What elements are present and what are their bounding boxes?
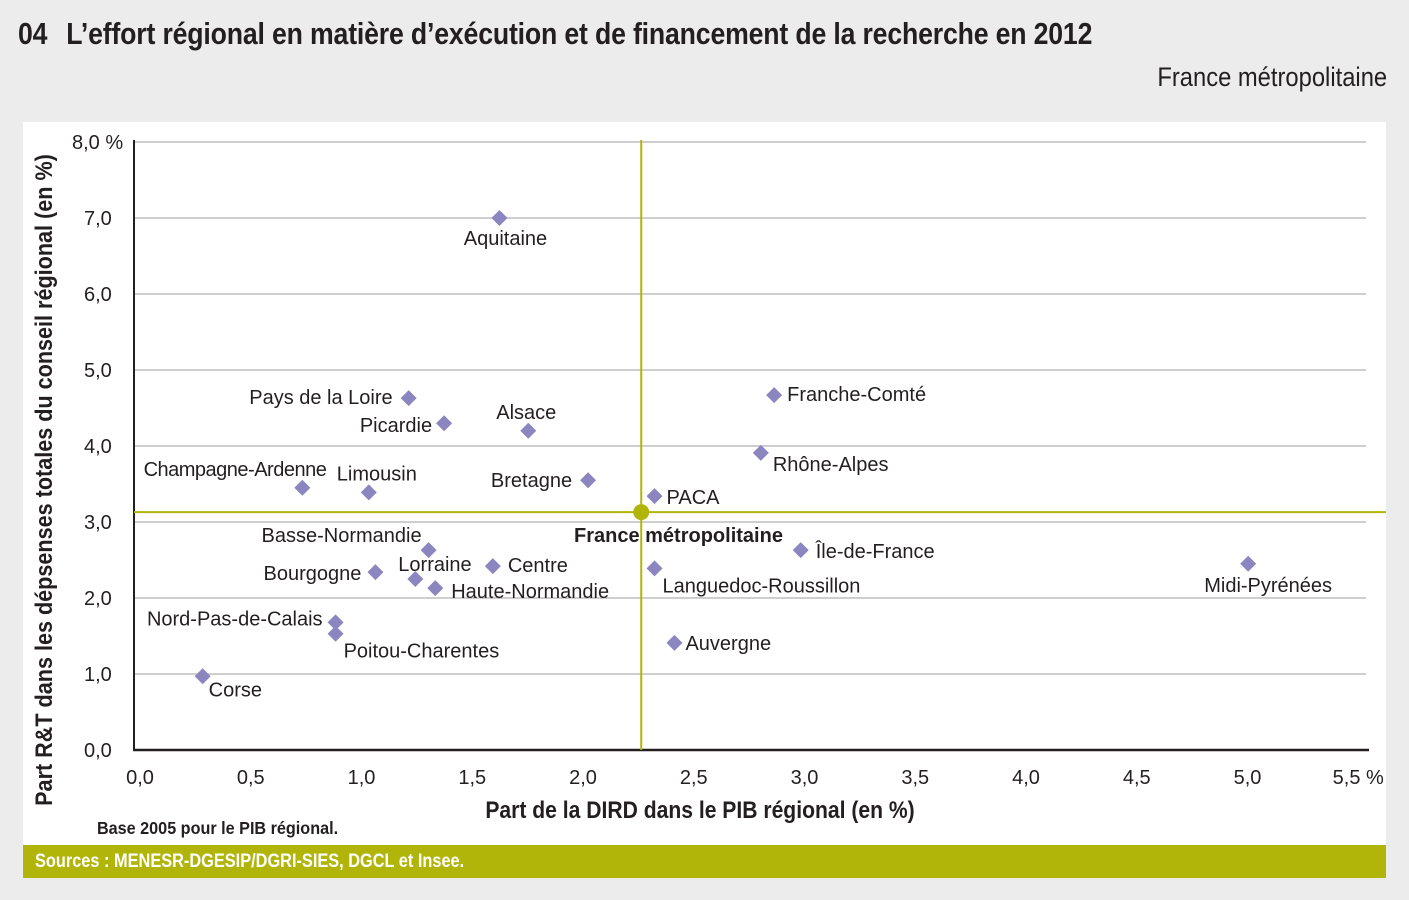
x-tick-label: 3,0 [791,767,819,789]
point-label: Limousin [337,463,417,485]
x-tick-label: 1,0 [348,767,376,789]
point-label: Pays de la Loire [249,387,392,409]
reference-point [633,504,650,521]
data-point-rh-ne-alpes [752,444,769,461]
point-label: Nord-Pas-de-Calais [147,608,323,630]
chart-title: 04 L’effort régional en matière d’exécuti… [18,16,1092,52]
y-tick-label: 4,0 [84,436,112,458]
point-label: Lorraine [398,554,471,576]
point-label: Île-de-France [815,540,935,563]
y-tick-label: 6,0 [84,284,112,306]
data-point-haute-normandie [427,580,444,597]
x-axis-title: Part de la DIRD dans le PIB régional (en… [485,797,914,824]
y-tick-label: 1,0 [84,664,112,686]
y-tick-label: 3,0 [84,512,112,534]
data-point-lorraine [407,571,424,587]
point-label: Centre [508,555,568,577]
y-tick-label: 5,0 [84,360,112,382]
data-point-picardie [436,415,453,432]
data-point-franche-comt- [766,387,783,404]
y-tick-label: 7,0 [84,208,112,230]
point-label: Midi-Pyrénées [1204,575,1332,597]
point-label: Bourgogne [264,563,362,585]
point-label: Corse [209,679,262,701]
point-label: Picardie [360,415,432,437]
data-point-midi-pyr-n-es [1240,555,1257,572]
data-point-paca [646,488,663,505]
point-label: Haute-Normandie [451,581,609,603]
point-label: Champagne-Ardenne [144,459,327,481]
x-tick-label: 5,5 % [1333,767,1384,789]
point-label: Franche-Comté [787,384,926,406]
point-label: Alsace [496,402,556,424]
data-point-centre [484,558,501,575]
y-tick-label: 8,0 % [72,132,123,154]
point-label: Aquitaine [464,228,547,250]
point-label: Bretagne [491,470,572,492]
data-point-poitou-charentes [327,625,344,642]
x-tick-label: 3,5 [901,767,929,789]
figure-number: 04 [18,16,48,51]
x-tick-label: 2,0 [569,767,597,789]
y-tick-label: 2,0 [84,588,112,610]
y-axis-title: Part R&T dans les dépsenses totales du c… [30,154,57,806]
title-text: L’effort régional en matière d’exécution… [66,16,1093,51]
data-point-languedoc-roussillon [646,560,663,577]
data-point-aquitaine [491,210,508,226]
data-point-alsace [520,422,537,439]
data-point-pays-de-la-loire [400,390,417,407]
y-tick-label: 0,0 [84,740,112,762]
x-tick-label: 5,0 [1234,767,1262,789]
point-label: Basse-Normandie [262,525,422,547]
data-point-nord-pas-de-calais [327,614,344,631]
point-label: Languedoc-Roussillon [663,575,861,597]
data-point-corse [194,668,211,685]
data-point--le-de-france [792,542,809,559]
x-tick-label: 1,5 [458,767,486,789]
point-label: PACA [667,487,721,509]
data-point-bourgogne [367,564,384,581]
x-tick-label: 0,0 [126,767,154,789]
sources-bar: Sources : MENESR-DGESIP/DGRI-SIES, DGCL … [23,845,1386,878]
base-note: Base 2005 pour le PIB régional. [97,818,338,838]
x-tick-label: 4,5 [1123,767,1151,789]
chart-subtitle: France métropolitaine [1157,62,1387,92]
data-point-champagne-ardenne [294,479,311,496]
x-tick-label: 4,0 [1012,767,1040,789]
data-point-auvergne [666,634,683,651]
x-tick-label: 2,5 [680,767,708,789]
sources-text: Sources : MENESR-DGESIP/DGRI-SIES, DGCL … [35,851,465,872]
point-label: Auvergne [685,633,771,655]
x-tick-label: 0,5 [237,767,265,789]
data-point-limousin [360,484,377,501]
data-point-bretagne [580,472,597,489]
data-point-basse-normandie [420,542,437,559]
reference-label: France métropolitaine [574,525,783,547]
chart-panel [23,122,1386,845]
point-label: Poitou-Charentes [344,641,500,663]
point-label: Rhône-Alpes [773,454,889,476]
